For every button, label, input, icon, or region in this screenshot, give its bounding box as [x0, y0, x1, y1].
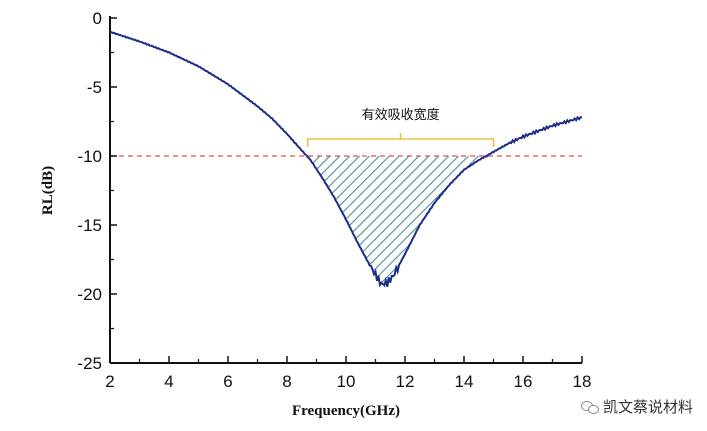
- x-tick-label: 8: [282, 372, 291, 391]
- wechat-icon: [580, 400, 599, 414]
- watermark: 凯文蔡说材料: [580, 396, 693, 417]
- x-tick-label: 10: [337, 372, 356, 391]
- annotation-bracket: [306, 138, 495, 147]
- x-tick-label: 4: [164, 372, 173, 391]
- x-tick-label: 2: [105, 372, 114, 391]
- x-axis-title: Frequency(GHz): [292, 403, 400, 419]
- x-tick-label: 16: [514, 372, 533, 391]
- x-tick-label: 18: [573, 372, 592, 391]
- absorption-shaded-region: [307, 156, 494, 285]
- y-tick-label: -20: [77, 285, 102, 304]
- x-tick-label: 6: [223, 372, 232, 391]
- y-tick-label: 0: [93, 9, 102, 28]
- watermark-text: 凯文蔡说材料: [602, 398, 693, 416]
- annotation-label: 有效吸收宽度: [362, 107, 440, 123]
- y-tick-label: -15: [77, 216, 102, 235]
- rl-curve: [110, 30, 582, 288]
- x-tick-label: 14: [455, 372, 474, 391]
- y-axis-title: RL(dB): [40, 166, 56, 215]
- y-tick-label: -5: [87, 78, 102, 97]
- x-tick-label: 12: [396, 372, 415, 391]
- y-tick-label: -25: [77, 354, 102, 373]
- y-tick-label: -10: [77, 147, 102, 166]
